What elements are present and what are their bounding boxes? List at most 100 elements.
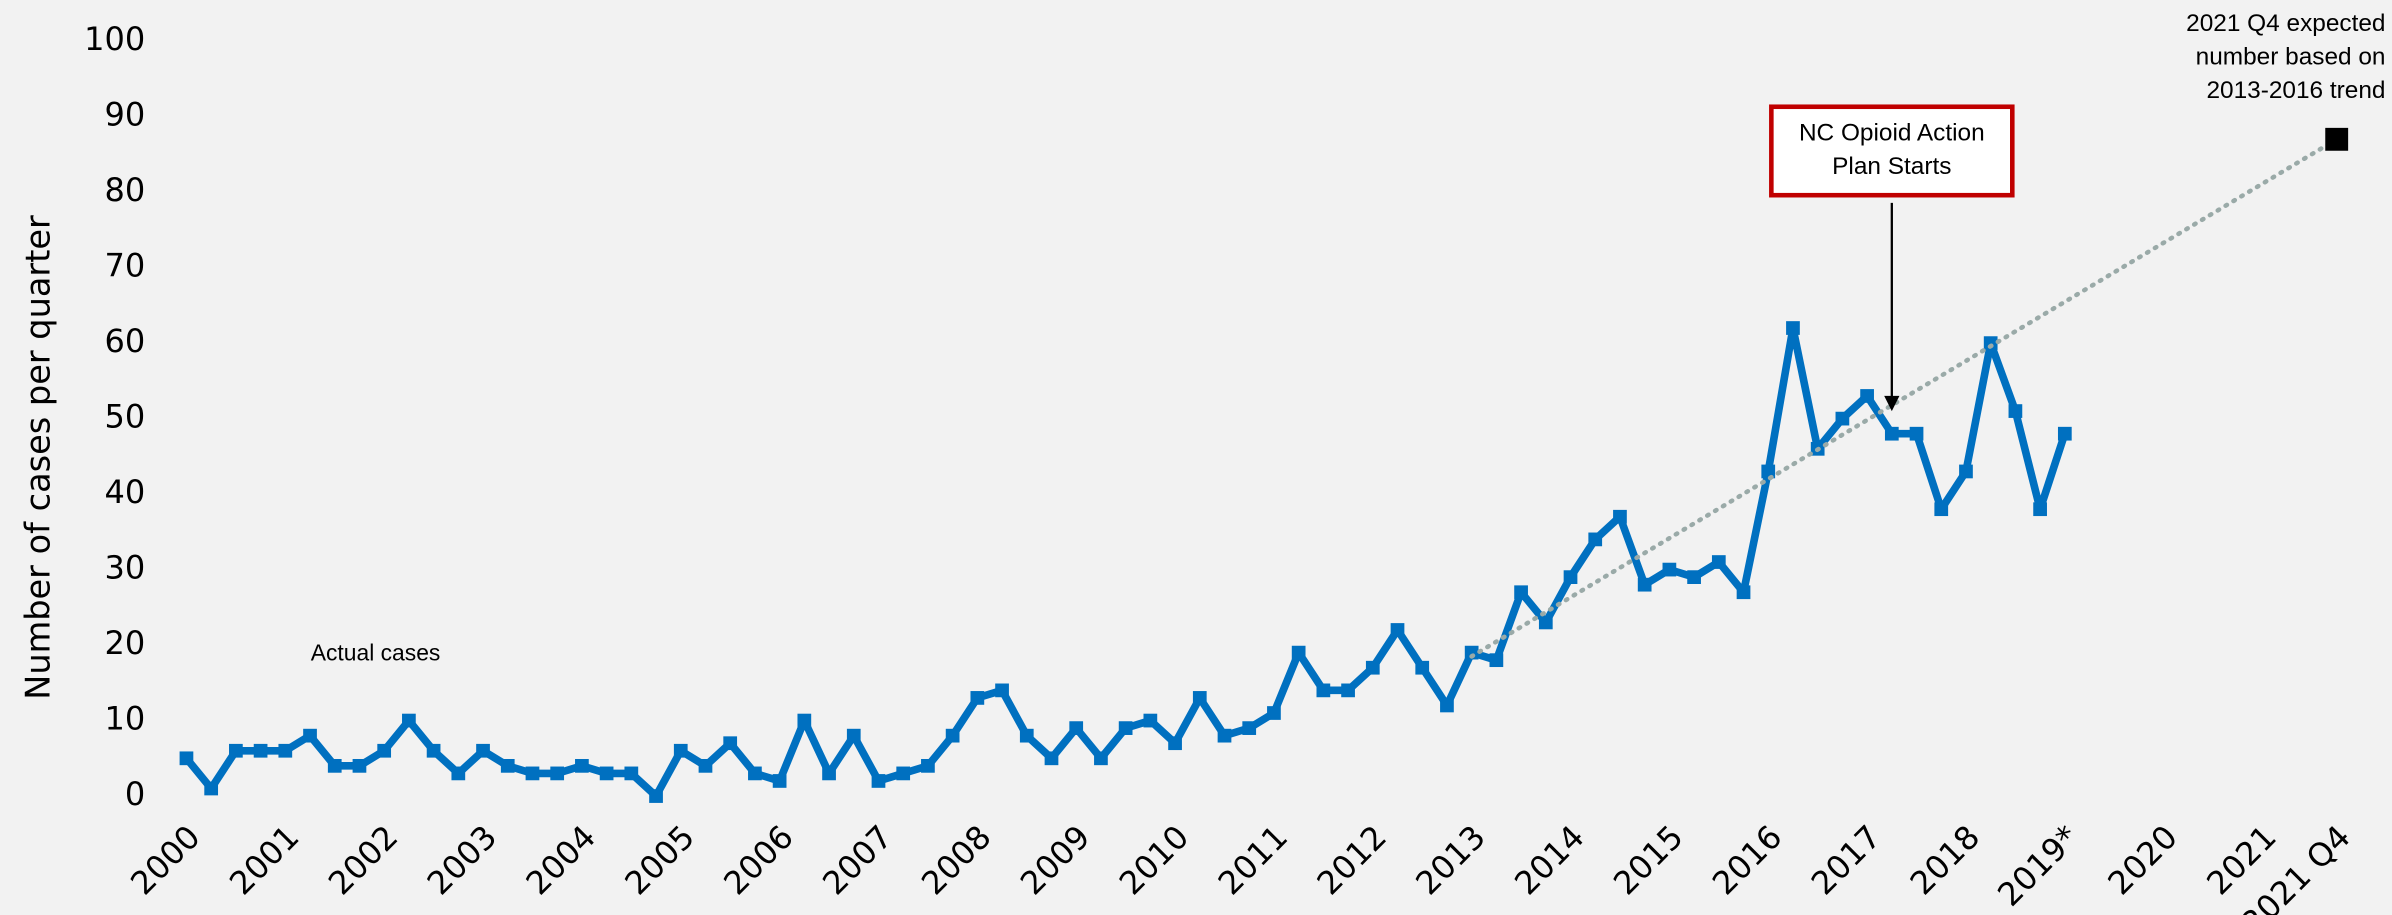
marker (1044, 751, 1059, 766)
arrow-head (1884, 395, 1900, 412)
marker (772, 774, 787, 788)
marker (525, 766, 540, 781)
marker (748, 766, 762, 781)
marker (921, 758, 935, 773)
marker (649, 789, 663, 803)
marker (1069, 721, 1084, 735)
marker (624, 766, 639, 781)
marker (1143, 713, 1158, 728)
marker (1242, 721, 1257, 735)
marker (1909, 426, 1924, 441)
marker (2033, 502, 2047, 517)
trend-line (1469, 137, 2339, 659)
marker (599, 766, 614, 781)
marker (1365, 660, 1380, 675)
y-tick-label: 90 (105, 96, 146, 134)
marker (327, 758, 342, 773)
marker (673, 743, 688, 758)
marker (179, 751, 194, 766)
marker (1168, 736, 1182, 751)
marker (1662, 562, 1677, 577)
marker (1192, 691, 1207, 705)
marker (1217, 728, 1232, 743)
marker (723, 736, 738, 751)
marker (377, 743, 392, 758)
marker (2325, 127, 2349, 151)
marker (1613, 509, 1627, 524)
marker (253, 743, 268, 758)
marker (204, 781, 219, 796)
marker (1291, 645, 1306, 660)
marker (1687, 570, 1701, 584)
marker (1563, 570, 1578, 584)
y-tick-label: 70 (105, 247, 146, 285)
marker (229, 743, 243, 758)
marker (1094, 751, 1108, 766)
marker (1860, 389, 1874, 403)
marker (278, 743, 293, 758)
marker (1711, 555, 1726, 569)
marker (352, 758, 367, 773)
y-tick-label: 30 (105, 549, 146, 587)
marker (2057, 426, 2072, 441)
marker (1786, 321, 1800, 335)
marker (1390, 623, 1405, 637)
annotation-box (1769, 104, 2015, 198)
y-tick-label: 20 (105, 624, 146, 662)
marker (1983, 336, 1998, 350)
marker (1514, 585, 1528, 600)
y-tick-label: 50 (105, 398, 146, 436)
y-tick-label: 0 (125, 775, 145, 813)
marker (1934, 502, 1949, 517)
y-axis-label: Number of cases per quarter (19, 215, 58, 700)
marker (797, 713, 812, 728)
marker (1440, 698, 1454, 713)
y-tick-label: 10 (105, 700, 146, 738)
marker (550, 766, 565, 781)
marker (896, 766, 911, 781)
annotation-text: 2021 Q4 expected (2186, 10, 2385, 37)
marker (1538, 615, 1553, 630)
marker (426, 743, 441, 758)
marker (871, 774, 886, 788)
y-tick-label: 80 (105, 171, 146, 209)
marker (575, 758, 589, 773)
annotation-text: 2013-2016 trend (2206, 77, 2385, 104)
marker (476, 743, 490, 758)
marker (402, 713, 416, 728)
marker (1637, 577, 1652, 592)
marker (1761, 464, 1776, 479)
marker (451, 766, 466, 781)
marker (1959, 464, 1973, 479)
annotation-text: Plan Starts (1832, 153, 1951, 180)
marker (1835, 411, 1850, 426)
marker (995, 683, 1009, 698)
marker (2008, 404, 2023, 418)
marker (698, 758, 713, 773)
marker (1019, 728, 1034, 743)
marker (1489, 653, 1504, 668)
marker (1415, 660, 1430, 675)
marker (846, 728, 861, 743)
marker (1316, 683, 1331, 698)
y-tick-label: 60 (105, 322, 146, 360)
marker (970, 691, 985, 705)
marker (1341, 683, 1355, 698)
y-tick-label: 40 (105, 473, 146, 511)
marker (303, 728, 317, 743)
marker (500, 758, 515, 773)
marker (1267, 706, 1281, 720)
marker (822, 766, 836, 781)
marker (945, 728, 960, 743)
marker (1736, 585, 1751, 600)
marker (1118, 721, 1133, 735)
marker (1588, 532, 1603, 547)
annotation-text: number based on (2196, 43, 2386, 70)
annotation-text: NC Opioid Action (1799, 120, 1985, 147)
y-tick-label: 100 (84, 20, 145, 58)
marker (1884, 426, 1899, 441)
series-label: Actual cases (311, 639, 441, 665)
